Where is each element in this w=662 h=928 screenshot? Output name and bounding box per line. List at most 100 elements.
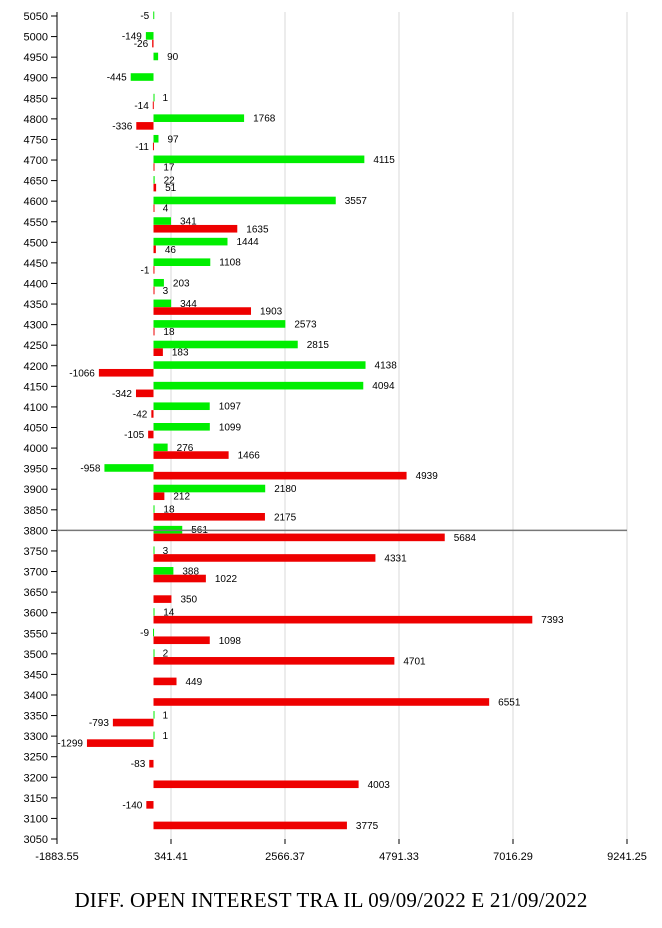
label-red-4500: 46 [165, 245, 177, 256]
bar-red-3750 [153, 554, 376, 562]
y-tick-label-3250: 3250 [24, 752, 48, 764]
bar-green-3750 [153, 546, 155, 555]
label-green-4150: 4094 [372, 381, 395, 392]
bar-red-4050 [148, 430, 154, 439]
bar-red-3450 [153, 677, 177, 686]
bar-red-4400 [153, 286, 155, 295]
bar-green-3600 [153, 608, 155, 616]
y-tick-label-4300: 4300 [24, 320, 48, 332]
bar-red-4500 [153, 245, 156, 254]
bar-red-4250 [153, 348, 163, 356]
bar-green-4850 [153, 93, 155, 102]
y-tick-label-4600: 4600 [24, 196, 48, 208]
label-red-3650: 350 [180, 595, 197, 606]
label-green-3300: 1 [163, 731, 169, 742]
label-green-4350: 344 [180, 299, 197, 310]
y-tick-label-3300: 3300 [24, 731, 48, 743]
y-tick-label-4700: 4700 [24, 155, 48, 167]
y-tick-label-4550: 4550 [24, 217, 48, 229]
label-red-4050: -105 [124, 430, 144, 441]
y-tick-label-4500: 4500 [24, 237, 48, 249]
bar-red-4000 [153, 451, 229, 459]
bar-green-4800 [153, 114, 245, 122]
label-red-4200: -1066 [69, 368, 95, 379]
label-red-3400: 6551 [498, 697, 521, 708]
y-tick-label-4950: 4950 [24, 52, 48, 64]
label-red-3250: -83 [131, 759, 146, 770]
bar-red-3500 [153, 657, 395, 665]
bar-red-4600 [153, 204, 155, 212]
label-red-4450: -1 [141, 265, 150, 276]
label-green-4700: 4115 [373, 155, 395, 166]
bar-green-4700 [153, 155, 365, 164]
bar-red-4550 [153, 224, 238, 233]
label-red-3300: -1299 [57, 739, 83, 750]
bar-green-4250 [153, 340, 298, 349]
bar-red-4100 [151, 410, 154, 418]
bar-red-3350 [112, 718, 154, 727]
bar-red-4300 [153, 327, 155, 336]
label-green-4650: 22 [164, 175, 176, 186]
label-red-4100: -42 [133, 409, 148, 420]
label-green-4250: 2815 [307, 340, 330, 351]
label-green-3500: 2 [163, 649, 169, 660]
bar-green-4050 [153, 423, 210, 431]
bar-red-3550 [153, 636, 210, 645]
axes: -1883.55 341.41 2566.37 4791.33 7016.29 9241.… [24, 11, 647, 863]
label-red-3800: 5684 [454, 533, 477, 544]
x-tick-label-3: 4791.33 [379, 851, 419, 863]
label-red-4550: 1635 [246, 224, 269, 235]
bar-green-4950 [153, 52, 159, 61]
y-tick-label-4200: 4200 [24, 361, 48, 373]
y-tick-label-4050: 4050 [24, 423, 48, 435]
label-green-4750: 97 [167, 134, 179, 145]
y-tick-label-4800: 4800 [24, 114, 48, 126]
label-green-4100: 1097 [219, 402, 242, 413]
bar-green-4750 [153, 134, 159, 143]
x-tick-label-0: -1883.55 [35, 851, 78, 863]
y-tick-label-3650: 3650 [24, 587, 48, 599]
bar-green-3900 [153, 484, 266, 493]
y-tick-label-4100: 4100 [24, 402, 48, 414]
y-tick-label-4750: 4750 [24, 134, 48, 146]
bar-red-4700 [153, 163, 155, 171]
label-green-4600: 3557 [345, 196, 368, 207]
bar-red-3800 [153, 533, 445, 542]
label-green-4850: 1 [163, 93, 169, 104]
y-tick-label-3600: 3600 [24, 608, 48, 620]
y-tick-label-3750: 3750 [24, 546, 48, 558]
label-red-3450: 449 [186, 677, 203, 688]
chart-title: DIFF. OPEN INTEREST TRA IL 09/09/2022 E … [74, 888, 588, 912]
y-tick-label-3850: 3850 [24, 505, 48, 517]
bar-green-3950 [104, 464, 154, 472]
bar-red-4150 [135, 389, 154, 398]
label-green-4550: 341 [180, 217, 197, 228]
label-red-4800: -336 [112, 121, 132, 132]
label-green-4900: -445 [107, 73, 127, 84]
bar-green-4000 [153, 443, 168, 452]
oi-bar-chart: -1883.55 341.41 2566.37 4791.33 7016.29 9241.… [24, 11, 647, 863]
label-red-4250: 183 [172, 348, 189, 359]
label-red-3950: 4939 [416, 471, 439, 482]
bar-green-3550 [153, 628, 155, 637]
y-tick-label-3950: 3950 [24, 464, 48, 476]
label-green-4400: 203 [173, 278, 190, 289]
bar-green-4400 [153, 278, 164, 287]
bar-red-3700 [153, 574, 206, 583]
bar-green-4900 [130, 73, 154, 81]
label-red-4300: 18 [163, 327, 175, 338]
bar-green-4650 [153, 176, 155, 184]
bar-green-4550 [153, 217, 171, 225]
bar-green-4600 [153, 196, 336, 205]
label-green-4000: 276 [177, 443, 194, 454]
bar-green-4350 [153, 299, 172, 308]
bar-red-3850 [153, 513, 265, 521]
label-green-4450: 1108 [219, 258, 241, 269]
bar-red-3600 [153, 615, 533, 624]
y-tick-label-4900: 4900 [24, 73, 48, 85]
x-tick-label-5: 9241.25 [607, 851, 647, 863]
bar-green-3300 [153, 731, 155, 740]
y-tick-label-3400: 3400 [24, 690, 48, 702]
label-green-4200: 4138 [375, 361, 398, 372]
bar-red-3150 [146, 801, 154, 809]
